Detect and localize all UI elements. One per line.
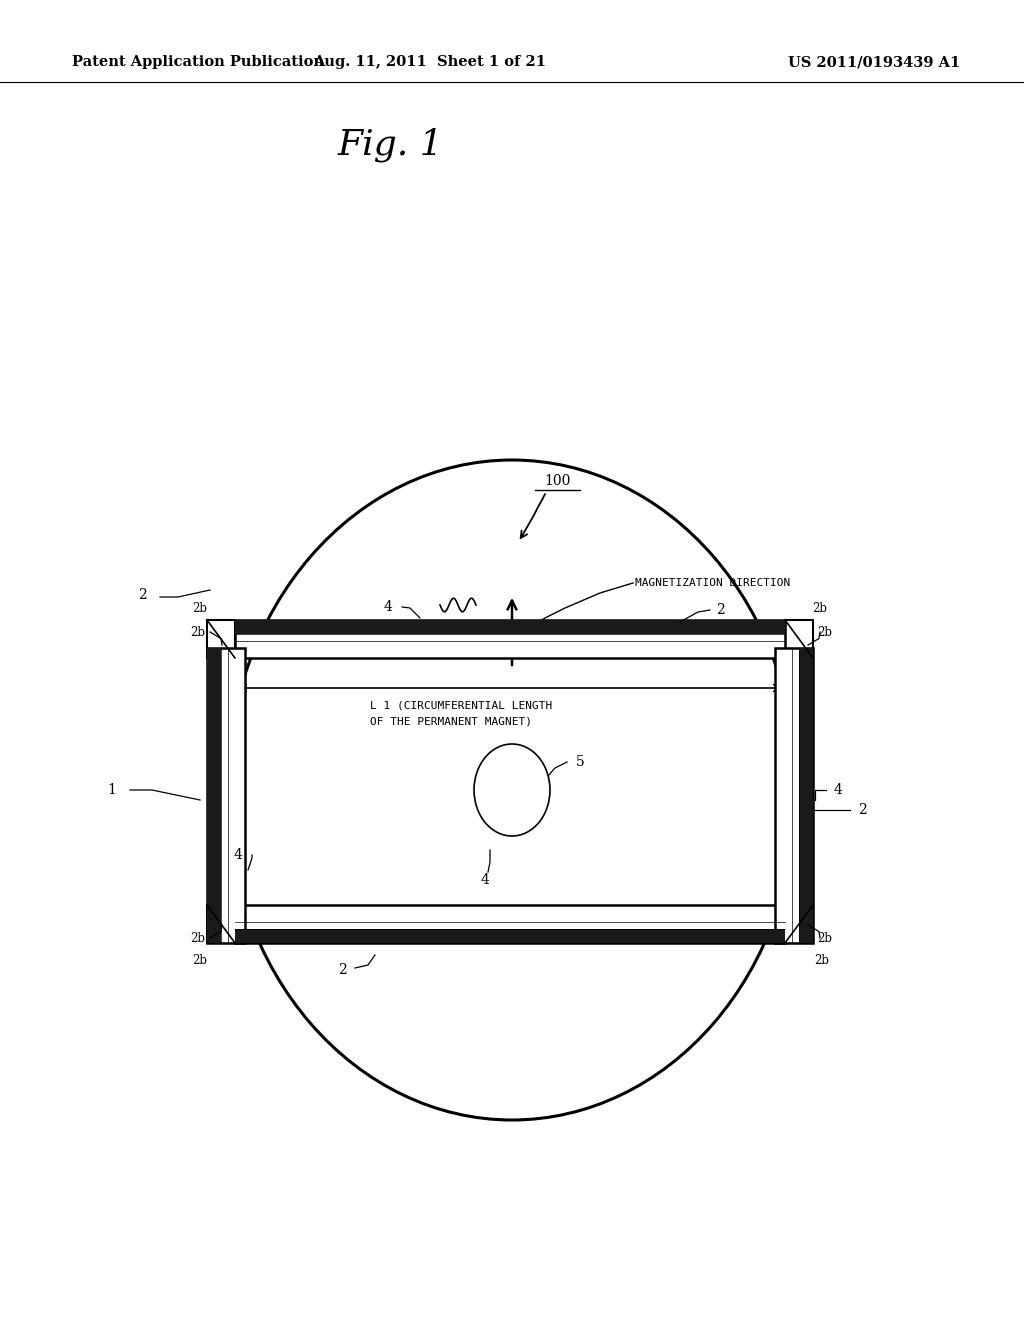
Text: 2b: 2b	[193, 953, 208, 966]
Bar	[799, 648, 813, 942]
Text: 2: 2	[137, 587, 146, 602]
Bar	[234, 620, 785, 657]
Text: 2: 2	[716, 603, 724, 616]
Bar	[207, 648, 245, 942]
Text: 4: 4	[834, 783, 843, 797]
Bar	[207, 648, 221, 942]
Text: MAGNETIZATION DIRECTION: MAGNETIZATION DIRECTION	[635, 578, 791, 587]
Text: Patent Application Publication: Patent Application Publication	[72, 55, 324, 69]
Polygon shape	[785, 906, 813, 942]
Text: 4: 4	[233, 847, 243, 862]
Text: 2b: 2b	[814, 953, 829, 966]
Text: 2: 2	[338, 964, 346, 977]
Text: Aug. 11, 2011  Sheet 1 of 21: Aug. 11, 2011 Sheet 1 of 21	[313, 55, 547, 69]
Bar	[234, 620, 785, 635]
Text: 2b: 2b	[817, 626, 833, 639]
Text: 2: 2	[858, 803, 866, 817]
Text: 2b: 2b	[190, 626, 206, 639]
Text: 4: 4	[384, 601, 392, 614]
Text: US 2011/0193439 A1: US 2011/0193439 A1	[787, 55, 961, 69]
Text: 1: 1	[108, 783, 117, 797]
Polygon shape	[207, 906, 234, 942]
Text: OF THE PERMANENT MAGNET): OF THE PERMANENT MAGNET)	[370, 717, 532, 727]
Polygon shape	[207, 620, 234, 657]
Text: L 1 (CIRCUMFERENTIAL LENGTH: L 1 (CIRCUMFERENTIAL LENGTH	[370, 701, 552, 711]
Polygon shape	[785, 620, 813, 657]
Text: 4: 4	[480, 873, 489, 887]
Text: 100: 100	[544, 474, 570, 488]
Text: 5: 5	[575, 755, 585, 770]
Text: 2b: 2b	[817, 932, 833, 945]
Text: 2b: 2b	[193, 602, 208, 615]
Text: 2b: 2b	[190, 932, 206, 945]
Text: 2b: 2b	[812, 602, 827, 615]
Bar	[234, 906, 785, 942]
Text: Fig. 1: Fig. 1	[337, 128, 442, 162]
Bar	[234, 928, 785, 942]
Bar	[775, 648, 813, 942]
